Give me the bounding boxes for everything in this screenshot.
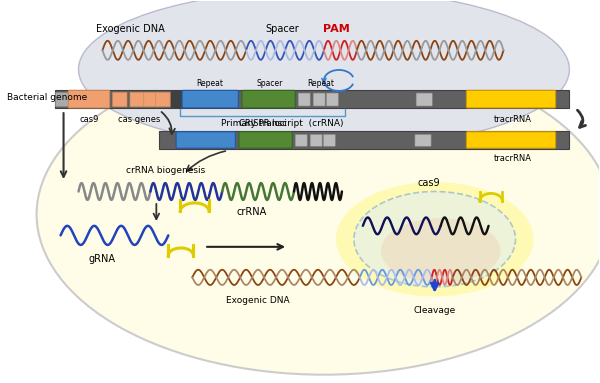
Bar: [160, 131, 569, 149]
FancyBboxPatch shape: [466, 132, 556, 148]
Text: Cleavage: Cleavage: [413, 306, 456, 315]
FancyBboxPatch shape: [310, 134, 322, 146]
Text: Repeat: Repeat: [197, 79, 224, 88]
Text: Spacer: Spacer: [265, 24, 299, 34]
Text: Repeat: Repeat: [307, 79, 334, 88]
FancyBboxPatch shape: [295, 134, 307, 146]
Text: crRNA: crRNA: [237, 207, 267, 217]
Text: gRNA: gRNA: [89, 254, 116, 265]
Text: tracrRNA: tracrRNA: [494, 154, 532, 163]
FancyBboxPatch shape: [326, 93, 338, 106]
FancyBboxPatch shape: [144, 92, 158, 107]
Text: cas9: cas9: [418, 178, 440, 188]
FancyBboxPatch shape: [113, 92, 127, 107]
FancyBboxPatch shape: [182, 90, 238, 108]
FancyBboxPatch shape: [313, 93, 325, 106]
Text: tracrRNA: tracrRNA: [494, 115, 532, 124]
FancyBboxPatch shape: [242, 90, 295, 108]
Text: Exogenic DNA: Exogenic DNA: [226, 296, 290, 306]
FancyBboxPatch shape: [323, 134, 335, 146]
FancyBboxPatch shape: [239, 132, 292, 148]
FancyBboxPatch shape: [416, 93, 432, 106]
Text: cas genes: cas genes: [118, 115, 161, 124]
Text: crRNA biogenesis: crRNA biogenesis: [125, 166, 205, 175]
Ellipse shape: [79, 0, 569, 149]
Ellipse shape: [354, 192, 515, 287]
Text: Bacterial genome: Bacterial genome: [7, 93, 87, 102]
Text: Spacer: Spacer: [257, 79, 283, 88]
Text: Primary transcript  (crRNA): Primary transcript (crRNA): [221, 119, 343, 128]
Bar: [171, 90, 183, 108]
Text: CRISPR loci: CRISPR loci: [239, 119, 286, 128]
Bar: [55, 90, 569, 108]
Ellipse shape: [37, 54, 600, 375]
FancyBboxPatch shape: [156, 92, 170, 107]
Text: Exogenic DNA: Exogenic DNA: [97, 24, 165, 34]
FancyBboxPatch shape: [298, 93, 310, 106]
Bar: [55, 92, 70, 106]
FancyBboxPatch shape: [68, 90, 110, 108]
FancyBboxPatch shape: [176, 132, 235, 148]
FancyBboxPatch shape: [415, 134, 431, 146]
Text: PAM: PAM: [323, 24, 349, 34]
FancyBboxPatch shape: [466, 90, 556, 108]
Ellipse shape: [336, 182, 533, 296]
Ellipse shape: [381, 218, 500, 283]
Text: cas9: cas9: [80, 115, 99, 124]
FancyBboxPatch shape: [130, 92, 145, 107]
